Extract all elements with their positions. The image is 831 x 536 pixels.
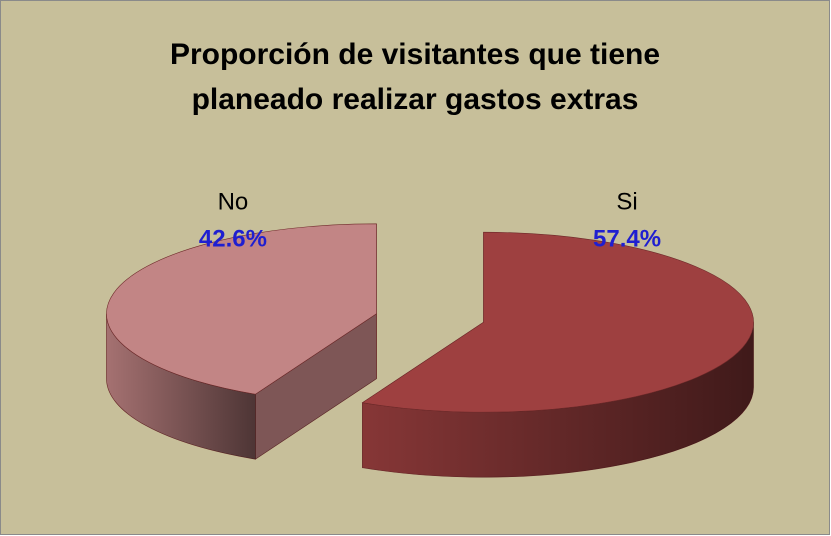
- slice-wall-shade: [255, 313, 377, 460]
- category-label: No: [218, 188, 249, 215]
- slice-side-shade: [362, 322, 754, 478]
- slice-side-shade: [106, 313, 256, 460]
- chart-title: planeado realizar gastos extras: [192, 83, 639, 116]
- slice-top: [106, 223, 377, 395]
- chart-title: Proporción de visitantes que tiene: [170, 38, 660, 71]
- value-label: 42.6%: [199, 225, 267, 252]
- slice-top: [361, 231, 754, 413]
- value-label: 57.4%: [593, 225, 661, 252]
- category-label: Si: [616, 188, 637, 215]
